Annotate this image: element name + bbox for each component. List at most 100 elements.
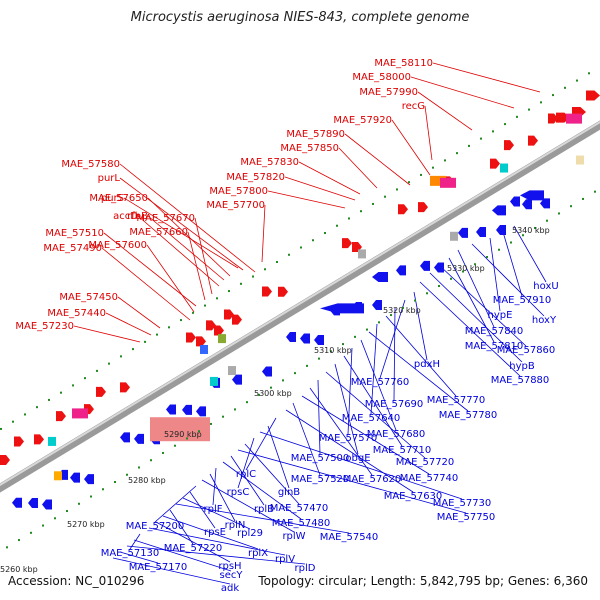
forward-gene-label: MAE_57600 bbox=[88, 240, 147, 251]
forward-gene-label: MAE_57230 bbox=[15, 321, 74, 332]
forward-gene-label: MAE_57660 bbox=[129, 227, 188, 238]
reverse-gene bbox=[320, 303, 364, 314]
reverse-gene-label: MAE_57770 bbox=[427, 395, 486, 406]
reverse-gene-label: MAE_57680 bbox=[367, 429, 426, 440]
tick-dot bbox=[216, 297, 218, 300]
reverse-gene-label: MAE_57880 bbox=[491, 375, 550, 386]
forward-gene bbox=[528, 135, 538, 146]
tick-dot bbox=[570, 205, 572, 208]
reverse-leader-line bbox=[244, 443, 300, 505]
reverse-gene bbox=[434, 262, 444, 273]
tick-dot bbox=[42, 524, 44, 527]
reverse-leader-line bbox=[413, 291, 428, 361]
forward-leader-line bbox=[284, 176, 356, 201]
forward-gene bbox=[56, 411, 66, 422]
reverse-gene-label: MAE_57480 bbox=[272, 518, 331, 529]
forward-gene bbox=[398, 204, 408, 215]
feature-square bbox=[54, 471, 62, 481]
tick-dot bbox=[120, 355, 122, 358]
forward-gene-label: accD bbox=[113, 211, 138, 222]
reverse-leader-line bbox=[189, 491, 216, 529]
reverse-gene-label: rplX bbox=[248, 548, 268, 559]
reverse-gene-label: MAE_57740 bbox=[400, 473, 459, 484]
reverse-gene-label: MAE_57690 bbox=[365, 399, 424, 410]
forward-gene bbox=[418, 202, 428, 213]
accession: Accession: NC_010296 bbox=[8, 574, 145, 588]
forward-gene-label: MAE_57450 bbox=[59, 292, 118, 303]
reverse-leader-line bbox=[259, 431, 463, 500]
tick-dot bbox=[108, 362, 110, 365]
kbp-tick-label: 5260 kbp bbox=[0, 565, 38, 574]
forward-gene bbox=[278, 286, 288, 297]
tick-dots bbox=[0, 72, 596, 549]
reverse-leader-line bbox=[301, 395, 430, 475]
forward-gene-label: MAE_57990 bbox=[359, 87, 418, 98]
tick-dot bbox=[186, 437, 188, 440]
reverse-leader-line bbox=[309, 387, 373, 476]
tick-dot bbox=[366, 328, 368, 331]
tick-dot bbox=[342, 343, 344, 346]
reverse-leader-line bbox=[169, 509, 194, 545]
reverse-leader-line bbox=[162, 515, 259, 550]
reverse-leader-line bbox=[201, 479, 295, 533]
reverse-gene-label: rplW bbox=[282, 531, 305, 542]
reverse-gene-label: MAE_57130 bbox=[101, 548, 160, 559]
forward-gene bbox=[0, 454, 10, 465]
tick-dot bbox=[240, 282, 242, 285]
feature-square bbox=[500, 163, 508, 173]
tick-dot bbox=[102, 488, 104, 491]
reverse-gene bbox=[540, 198, 550, 209]
forward-leader-line bbox=[261, 204, 266, 263]
kbp-tick-label: 5320 kbp bbox=[383, 306, 421, 315]
reverse-leader-line bbox=[429, 272, 523, 363]
reverse-gene-label: MAE_57540 bbox=[320, 532, 379, 543]
reverse-gene bbox=[510, 196, 520, 207]
forward-gene bbox=[206, 320, 216, 331]
kbp-ticks: 5260 kbp 5270 kbp 5280 kbp 5290 kbp 5300 kbp… bbox=[0, 226, 550, 574]
reverse-gene-label: glnB bbox=[278, 487, 300, 498]
tick-dot bbox=[498, 248, 500, 251]
tick-dot bbox=[234, 408, 236, 411]
reverse-gene-label: MAE_57840 bbox=[465, 326, 524, 337]
reverse-gene-label: MAE_57720 bbox=[396, 457, 455, 468]
reverse-leader-line bbox=[112, 557, 231, 585]
tick-dot bbox=[138, 466, 140, 469]
reverse-leader-line bbox=[133, 539, 232, 572]
tick-dot bbox=[0, 427, 2, 430]
tick-dot bbox=[318, 357, 320, 360]
tick-dot bbox=[330, 350, 332, 353]
forward-leader-line bbox=[298, 161, 361, 195]
reverse-leader-line bbox=[285, 409, 414, 493]
reverse-gene-label: MAE_57570 bbox=[319, 433, 378, 444]
reverse-gene-label: MAE_57470 bbox=[270, 503, 329, 514]
reverse-gene-label: rpsE bbox=[204, 527, 226, 538]
forward-leader-line bbox=[267, 190, 346, 209]
tick-dot bbox=[504, 123, 506, 126]
tick-dot bbox=[18, 539, 20, 542]
feature-square bbox=[218, 334, 226, 344]
reverse-gene-label: rplN bbox=[225, 520, 246, 531]
reverse-gene bbox=[372, 299, 382, 310]
forward-gene-label: MAE_57820 bbox=[226, 172, 285, 183]
forward-gene-label: MAE_57440 bbox=[47, 308, 106, 319]
reverse-leader-line bbox=[419, 281, 521, 377]
reverse-gene-label: MAE_57500 bbox=[291, 453, 350, 464]
forward-gene bbox=[186, 332, 196, 343]
forward-gene bbox=[120, 382, 130, 393]
reverse-gene bbox=[286, 331, 296, 342]
reverse-gene bbox=[520, 190, 544, 201]
tick-dot bbox=[30, 531, 32, 534]
reverse-gene-label: MAE_57220 bbox=[164, 543, 223, 554]
forward-gene-label: MAE_57700 bbox=[206, 200, 265, 211]
reverse-gene-label: MAE_57200 bbox=[126, 521, 185, 532]
reverse-leader-line bbox=[175, 503, 350, 534]
forward-gene bbox=[34, 434, 44, 445]
reverse-leader-line bbox=[489, 237, 501, 312]
reverse-gene bbox=[28, 498, 38, 509]
reverse-leader-line bbox=[457, 249, 495, 328]
reverse-leader-line bbox=[347, 347, 353, 435]
reverse-leader-line bbox=[154, 485, 197, 523]
tick-dot bbox=[168, 326, 170, 329]
reverse-gene bbox=[42, 499, 52, 510]
